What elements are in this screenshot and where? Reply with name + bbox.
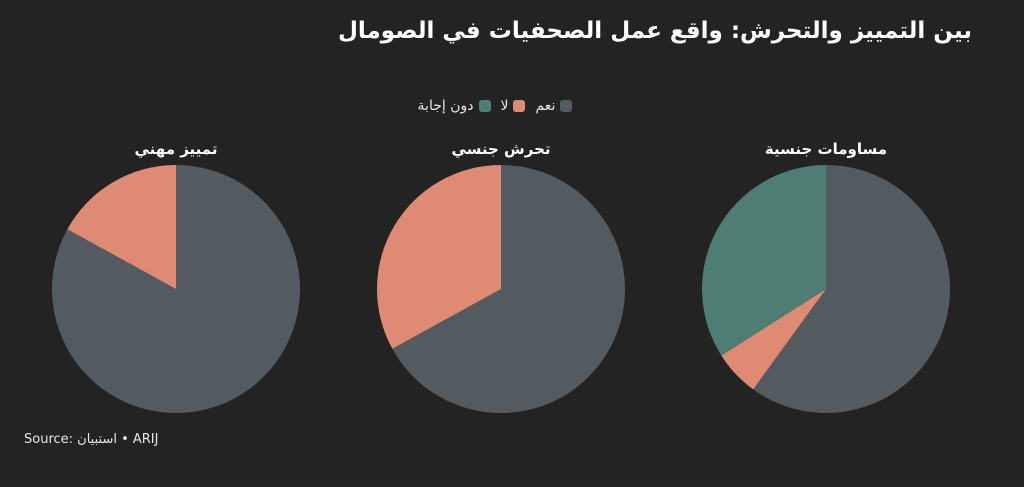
- pie-title-sexual-bargaining: مساومات جنسية: [764, 140, 888, 158]
- pie-title-professional-discrimination: تمييز مهني: [134, 140, 218, 158]
- legend-label-no-answer: دون إجابة: [417, 98, 474, 114]
- legend-swatch-yes: [560, 100, 573, 112]
- legend-item-yes: نعم: [535, 98, 573, 114]
- pie-title-sexual-harassment: تحرش جنسي: [451, 140, 551, 158]
- pie-slice: [377, 165, 501, 349]
- legend-label-yes: نعم: [535, 98, 556, 114]
- legend: نعم لا دون إجابة: [0, 98, 990, 114]
- pie-slice: [721, 289, 826, 390]
- pie-slice: [52, 165, 301, 413]
- pie-slice: [67, 165, 176, 289]
- pie-chart-professional-discrimination: [52, 165, 301, 413]
- legend-swatch-no: [513, 100, 526, 112]
- pie-slice: [753, 165, 950, 413]
- pie-chart-sexual-harassment: [377, 165, 626, 413]
- pie-slice: [392, 165, 626, 413]
- legend-label-no: لا: [500, 98, 509, 114]
- pie-chart-sexual-bargaining: [701, 165, 950, 413]
- source-note: Source: استبيان • ARIJ: [24, 432, 159, 447]
- pie-slice: [701, 165, 826, 356]
- legend-swatch-no-answer: [478, 100, 491, 112]
- chart-title: بين التمييز والتحرش: واقع عمل الصحفيات ف…: [337, 18, 972, 44]
- legend-item-no: لا: [501, 98, 526, 114]
- legend-item-no-answer: دون إجابة: [418, 98, 491, 114]
